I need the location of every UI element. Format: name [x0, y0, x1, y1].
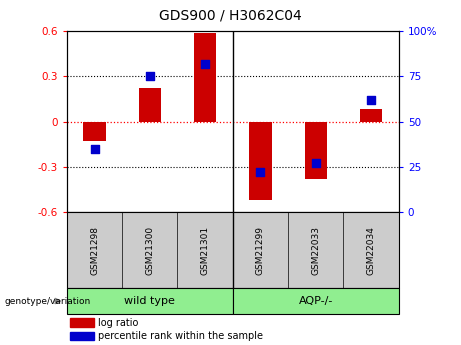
- Text: GDS900 / H3062C04: GDS900 / H3062C04: [159, 9, 302, 22]
- Bar: [67, 288, 233, 314]
- Bar: [233, 288, 399, 314]
- Text: GSM21300: GSM21300: [145, 226, 154, 275]
- Bar: [305, 122, 327, 179]
- Bar: [70, 318, 94, 327]
- Bar: [83, 122, 106, 141]
- Text: GSM21299: GSM21299: [256, 226, 265, 275]
- Bar: [360, 109, 382, 122]
- Bar: [194, 33, 216, 122]
- Text: GSM22034: GSM22034: [366, 226, 376, 275]
- Bar: [249, 122, 272, 200]
- Text: GSM21298: GSM21298: [90, 226, 99, 275]
- Point: [146, 73, 154, 79]
- Point: [257, 170, 264, 175]
- Text: log ratio: log ratio: [98, 318, 138, 328]
- Bar: [70, 332, 94, 340]
- Text: GSM21301: GSM21301: [201, 226, 210, 275]
- Point: [312, 160, 319, 166]
- Text: percentile rank within the sample: percentile rank within the sample: [98, 331, 263, 341]
- Bar: [139, 88, 161, 122]
- Point: [201, 61, 209, 67]
- Point: [91, 146, 98, 151]
- Text: wild type: wild type: [124, 296, 175, 306]
- Text: AQP-/-: AQP-/-: [299, 296, 333, 306]
- Point: [367, 97, 375, 103]
- Text: genotype/variation: genotype/variation: [5, 296, 91, 306]
- Text: GSM22033: GSM22033: [311, 226, 320, 275]
